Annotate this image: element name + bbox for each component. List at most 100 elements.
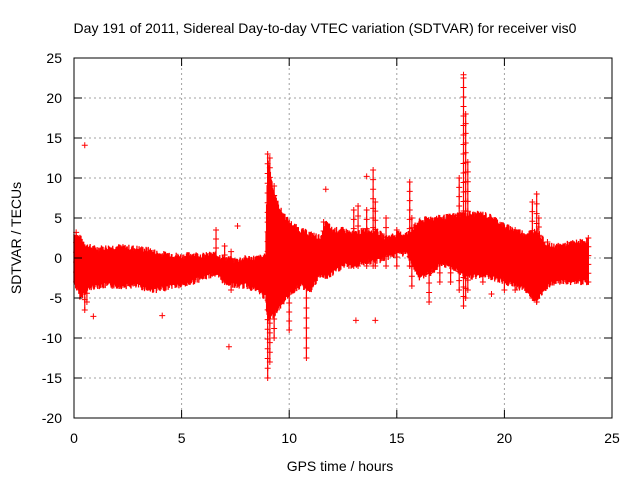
data-point-marker xyxy=(271,202,278,208)
data-point-marker xyxy=(535,269,542,275)
data-point-marker xyxy=(456,231,463,237)
data-spike xyxy=(355,203,362,269)
data-point-marker xyxy=(464,218,471,225)
data-point-outlier xyxy=(225,343,232,350)
data-point-marker xyxy=(266,339,273,346)
data-point-marker xyxy=(535,287,542,293)
data-point-marker xyxy=(213,254,220,260)
data-point-marker xyxy=(535,233,542,239)
data-point-marker xyxy=(460,303,467,309)
data-point-marker xyxy=(408,215,415,221)
data-point-marker xyxy=(271,183,278,189)
data-point-marker xyxy=(266,232,273,239)
data-point-marker xyxy=(393,245,400,251)
data-spike xyxy=(350,207,357,269)
data-spike xyxy=(460,75,467,309)
data-point-marker xyxy=(512,247,519,253)
data-spike xyxy=(383,215,390,269)
data-point-marker xyxy=(303,315,310,321)
data-point-marker xyxy=(529,256,536,263)
data-point-marker xyxy=(426,261,433,267)
data-point-marker xyxy=(271,192,278,199)
data-point-marker xyxy=(303,335,310,341)
data-point-marker xyxy=(456,184,463,191)
data-point-marker xyxy=(303,355,310,361)
data-spike xyxy=(529,199,536,301)
data-point-marker xyxy=(83,281,90,288)
data-point-marker xyxy=(303,285,310,291)
data-point-marker xyxy=(350,225,357,232)
data-point-outlier xyxy=(460,71,467,78)
data-point-marker xyxy=(426,299,433,305)
data-point-marker xyxy=(479,231,486,237)
data-band xyxy=(73,159,589,323)
data-point-marker xyxy=(355,203,362,209)
data-point-marker xyxy=(393,263,400,269)
data-point-marker xyxy=(544,256,551,263)
data-point-marker xyxy=(83,272,90,279)
data-point-marker xyxy=(529,237,536,244)
y-tick-label: 20 xyxy=(46,90,62,106)
data-point-marker xyxy=(456,268,463,275)
x-tick-label: 25 xyxy=(604,430,620,446)
data-point-marker xyxy=(544,265,551,272)
data-point-marker xyxy=(266,174,273,181)
y-axis-label: SDTVAR / TECUs xyxy=(8,182,24,294)
data-spike xyxy=(393,227,400,269)
data-point-marker xyxy=(266,291,273,297)
data-point-marker xyxy=(266,300,273,307)
data-point-marker xyxy=(303,265,310,271)
data-point-marker xyxy=(363,235,370,241)
data-point-marker xyxy=(355,263,362,269)
data-point-marker xyxy=(533,200,540,207)
data-point-marker xyxy=(436,242,443,249)
data-point-marker xyxy=(228,267,235,274)
data-point-marker xyxy=(271,221,278,227)
data-point-marker xyxy=(447,224,454,231)
data-point-marker xyxy=(544,239,551,245)
data-point-marker xyxy=(266,223,273,229)
data-point-marker xyxy=(271,268,278,275)
data-spike xyxy=(266,155,273,365)
data-point-marker xyxy=(264,375,271,381)
data-point-marker xyxy=(585,252,592,259)
data-point-marker xyxy=(479,250,486,257)
data-point-marker xyxy=(501,240,508,247)
data-point-marker xyxy=(464,227,471,234)
data-point-marker xyxy=(303,295,310,301)
data-point-marker xyxy=(535,224,542,230)
data-spike xyxy=(408,215,415,289)
data-spike xyxy=(221,243,228,285)
data-point-marker xyxy=(464,247,471,254)
data-point-marker xyxy=(81,307,88,313)
data-point-marker xyxy=(408,234,415,241)
data-point-marker xyxy=(529,275,536,282)
data-point-marker xyxy=(479,240,486,247)
data-point-marker xyxy=(464,159,471,165)
data-point-marker xyxy=(462,130,469,137)
data-point-marker xyxy=(271,249,278,256)
data-point-marker xyxy=(303,325,310,331)
data-point-marker xyxy=(286,291,293,297)
data-point-marker xyxy=(355,223,362,229)
data-point-marker xyxy=(456,249,463,256)
data-point-marker xyxy=(406,179,413,185)
data-point-marker xyxy=(264,151,271,157)
data-point-outlier xyxy=(352,317,359,324)
data-point-marker xyxy=(393,227,400,233)
data-point-marker xyxy=(372,235,379,242)
data-point-marker xyxy=(266,261,273,268)
data-point-marker xyxy=(286,327,293,333)
data-point-marker xyxy=(464,208,471,215)
data-point-marker xyxy=(585,279,592,285)
data-point-marker xyxy=(501,231,508,237)
data-point-marker xyxy=(303,255,310,261)
data-point-marker xyxy=(447,233,454,240)
data-point-marker xyxy=(535,278,542,284)
data-spike xyxy=(535,215,542,293)
data-point-marker xyxy=(303,345,310,351)
data-point-marker xyxy=(479,259,486,266)
data-point-marker xyxy=(460,103,467,110)
